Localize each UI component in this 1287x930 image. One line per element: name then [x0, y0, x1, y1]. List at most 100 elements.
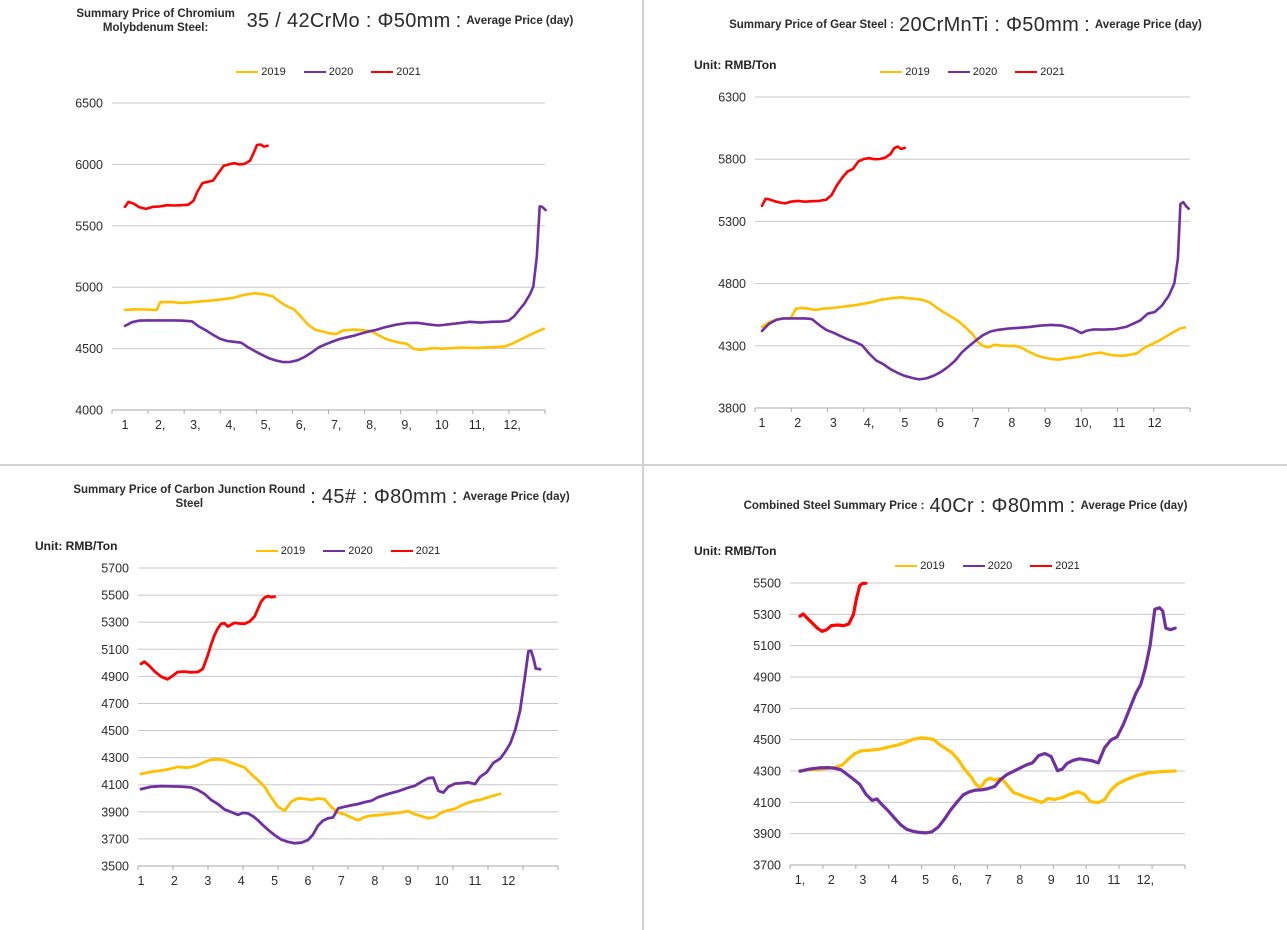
y-axis-tick-label: 3900 — [101, 805, 129, 819]
legend-swatch-2020 — [303, 71, 326, 73]
legend-item-2021: 2021 — [371, 66, 421, 78]
y-axis-tick-label: 3500 — [101, 860, 129, 874]
y-axis-tick-label: 5300 — [753, 608, 781, 622]
y-axis-tick-label: 4100 — [101, 778, 129, 792]
y-axis-tick-label: 4800 — [718, 277, 746, 291]
unit-label: Unit: RMB/Ton — [35, 539, 118, 553]
x-axis-tick-label: 6 — [937, 416, 944, 430]
unit-label: Unit: RMB/Ton — [694, 58, 777, 72]
legend-label-2019: 2019 — [280, 545, 306, 557]
x-axis-tick-label: 8, — [366, 418, 376, 432]
y-axis-tick-label: 5500 — [101, 589, 129, 603]
y-axis-tick-label: 5500 — [75, 219, 103, 233]
y-axis-tick-label: 3900 — [753, 827, 781, 841]
legend-label-2020: 2020 — [348, 545, 373, 557]
x-axis-tick-label: 2 — [828, 873, 835, 887]
legend-item-2020: 2020 — [303, 66, 353, 78]
title-segment-3: Average Price (day) — [466, 14, 574, 27]
x-axis-tick-label: 7 — [973, 416, 980, 430]
x-axis-tick-label: 9 — [1048, 873, 1055, 887]
y-axis-tick-label: 4000 — [75, 404, 103, 418]
legend-swatch-2019 — [236, 71, 259, 73]
legend-swatch-2021 — [1030, 565, 1053, 567]
y-axis-tick-label: 4300 — [101, 751, 129, 765]
x-axis-tick-label: 9, — [401, 418, 411, 432]
legend-item-2019: 2019 — [236, 66, 286, 78]
legend-label-2021: 2021 — [1055, 560, 1080, 572]
title-segment-1: : 45# : Φ80mm — [310, 486, 447, 509]
title-segment-2: : — [1084, 14, 1090, 36]
x-axis-tick-label: 8 — [1016, 873, 1023, 887]
x-axis-tick-label: 11 — [1113, 416, 1126, 430]
legend-swatch-2019 — [895, 565, 918, 567]
y-axis-tick-label: 3700 — [101, 832, 129, 846]
legend-item-2019: 2019 — [880, 66, 930, 78]
legend-label-2019: 2019 — [261, 66, 286, 78]
legend-label-2020: 2020 — [972, 66, 998, 78]
x-axis-tick-label: 7 — [338, 874, 345, 888]
legend: 2019 2020 2021 — [755, 66, 1190, 78]
x-axis-tick-label: 8 — [371, 874, 378, 888]
x-axis-tick-label: 7 — [985, 873, 992, 887]
y-axis-tick-label: 4900 — [753, 671, 781, 685]
x-axis-tick-label: 4, — [864, 416, 874, 430]
x-axis-tick-label: 10 — [1076, 873, 1090, 887]
title-segment-1: 20CrMnTi : Φ50mm — [899, 14, 1080, 36]
legend-item-2019: 2019 — [895, 560, 945, 572]
plot-area: 5700 5500 5300 5100 4900 4700 4500 4300 4100 3900… — [101, 562, 559, 888]
series-line-2020 — [123, 205, 547, 364]
y-axis-tick-label: 4300 — [718, 339, 746, 353]
series-line-2020 — [798, 606, 1177, 835]
x-axis-tick-label: 2 — [794, 416, 801, 430]
series-line-2020 — [760, 200, 1190, 381]
series-line-2019 — [760, 295, 1187, 362]
chart-title: Summary Price of Carbon Junction Round S… — [0, 484, 643, 512]
legend: 2019 2020 2021 — [790, 560, 1185, 572]
y-axis-tick-label: 4700 — [101, 697, 129, 711]
panel-divider-horizontal — [0, 464, 1287, 466]
x-axis-tick-label: 1 — [122, 418, 129, 432]
series-line-2021 — [798, 581, 868, 633]
y-axis-tick-label: 4100 — [753, 796, 781, 810]
legend-label-2021: 2021 — [1040, 66, 1065, 78]
y-axis-tick-label: 5300 — [101, 616, 129, 630]
unit-label: Unit: RMB/Ton — [694, 544, 777, 558]
legend-swatch-2020 — [323, 550, 346, 552]
y-axis-tick-label: 6300 — [718, 91, 746, 105]
title-segment-2: : — [455, 10, 462, 33]
legend-swatch-2021 — [371, 71, 394, 73]
legend-label-2021: 2021 — [396, 66, 421, 78]
legend-label-2020: 2020 — [987, 560, 1013, 572]
x-axis-tick-label: 3 — [830, 416, 837, 430]
y-axis-tick-label: 5300 — [718, 215, 746, 229]
chart-panel-carbon-round-steel: Summary Price of Carbon Junction Round S… — [0, 466, 643, 930]
x-axis-tick-label: 4 — [238, 874, 245, 888]
legend-swatch-2020 — [962, 565, 985, 567]
x-axis-tick-label: 12, — [1137, 873, 1154, 887]
legend-item-2021: 2021 — [1030, 560, 1080, 572]
x-axis-tick-label: 11, — [469, 418, 485, 432]
legend-swatch-2021 — [1015, 71, 1038, 73]
y-axis-tick-label: 4700 — [753, 702, 781, 716]
title-segment-2: : — [451, 486, 458, 509]
x-axis-tick-label: 11 — [469, 874, 482, 888]
title-segment-2: : — [1069, 495, 1076, 517]
legend-item-2021: 2021 — [390, 545, 440, 557]
series-line-2021 — [123, 143, 269, 211]
x-axis-tick-label: 4 — [891, 873, 898, 887]
title-segment-0: Combined Steel Summary Price : — [743, 499, 925, 512]
x-axis-tick-label: 12 — [1148, 416, 1162, 430]
title-segment-1: 40Cr : Φ80mm — [929, 495, 1065, 517]
chart-panel-combined-steel: Combined Steel Summary Price : 40Cr : Φ80… — [644, 466, 1287, 930]
series-line-2019 — [139, 757, 502, 822]
legend-label-2019: 2019 — [920, 560, 945, 572]
x-axis-tick-label: 10, — [1075, 416, 1092, 430]
legend-swatch-2020 — [947, 71, 970, 73]
x-axis-tick-label: 8 — [1008, 416, 1015, 430]
series-line-2019 — [123, 291, 546, 352]
x-axis-tick-label: 10 — [435, 874, 449, 888]
x-axis-tick-label: 10 — [435, 418, 449, 432]
title-segment-0: Summary Price of Gear Steel : — [729, 18, 895, 31]
x-axis-tick-label: 9 — [405, 874, 412, 888]
y-axis-tick-label: 4500 — [75, 342, 103, 356]
